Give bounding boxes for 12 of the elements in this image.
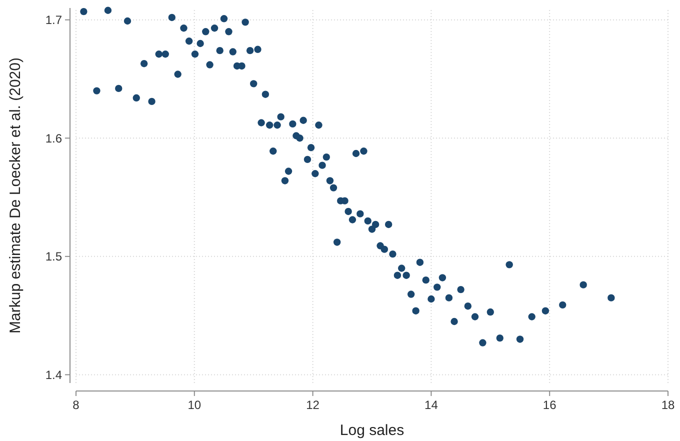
- x-axis-title: Log sales: [340, 422, 404, 439]
- x-tick-label: 8: [72, 398, 80, 412]
- x-tick-label: 14: [424, 398, 438, 412]
- x-tick-label: 16: [542, 398, 557, 412]
- x-tick-label: 10: [188, 398, 202, 412]
- x-tick-label: 12: [306, 398, 320, 412]
- x-tick-label: 18: [661, 398, 675, 412]
- y-tick-label: 1.4: [45, 368, 62, 382]
- y-tick-label: 1.6: [45, 131, 62, 146]
- y-tick-label: 1.5: [45, 250, 62, 264]
- y-tick-label: 1.7: [45, 13, 62, 28]
- y-axis-title: Markup estimate De Loecker et al. (2020): [7, 58, 24, 334]
